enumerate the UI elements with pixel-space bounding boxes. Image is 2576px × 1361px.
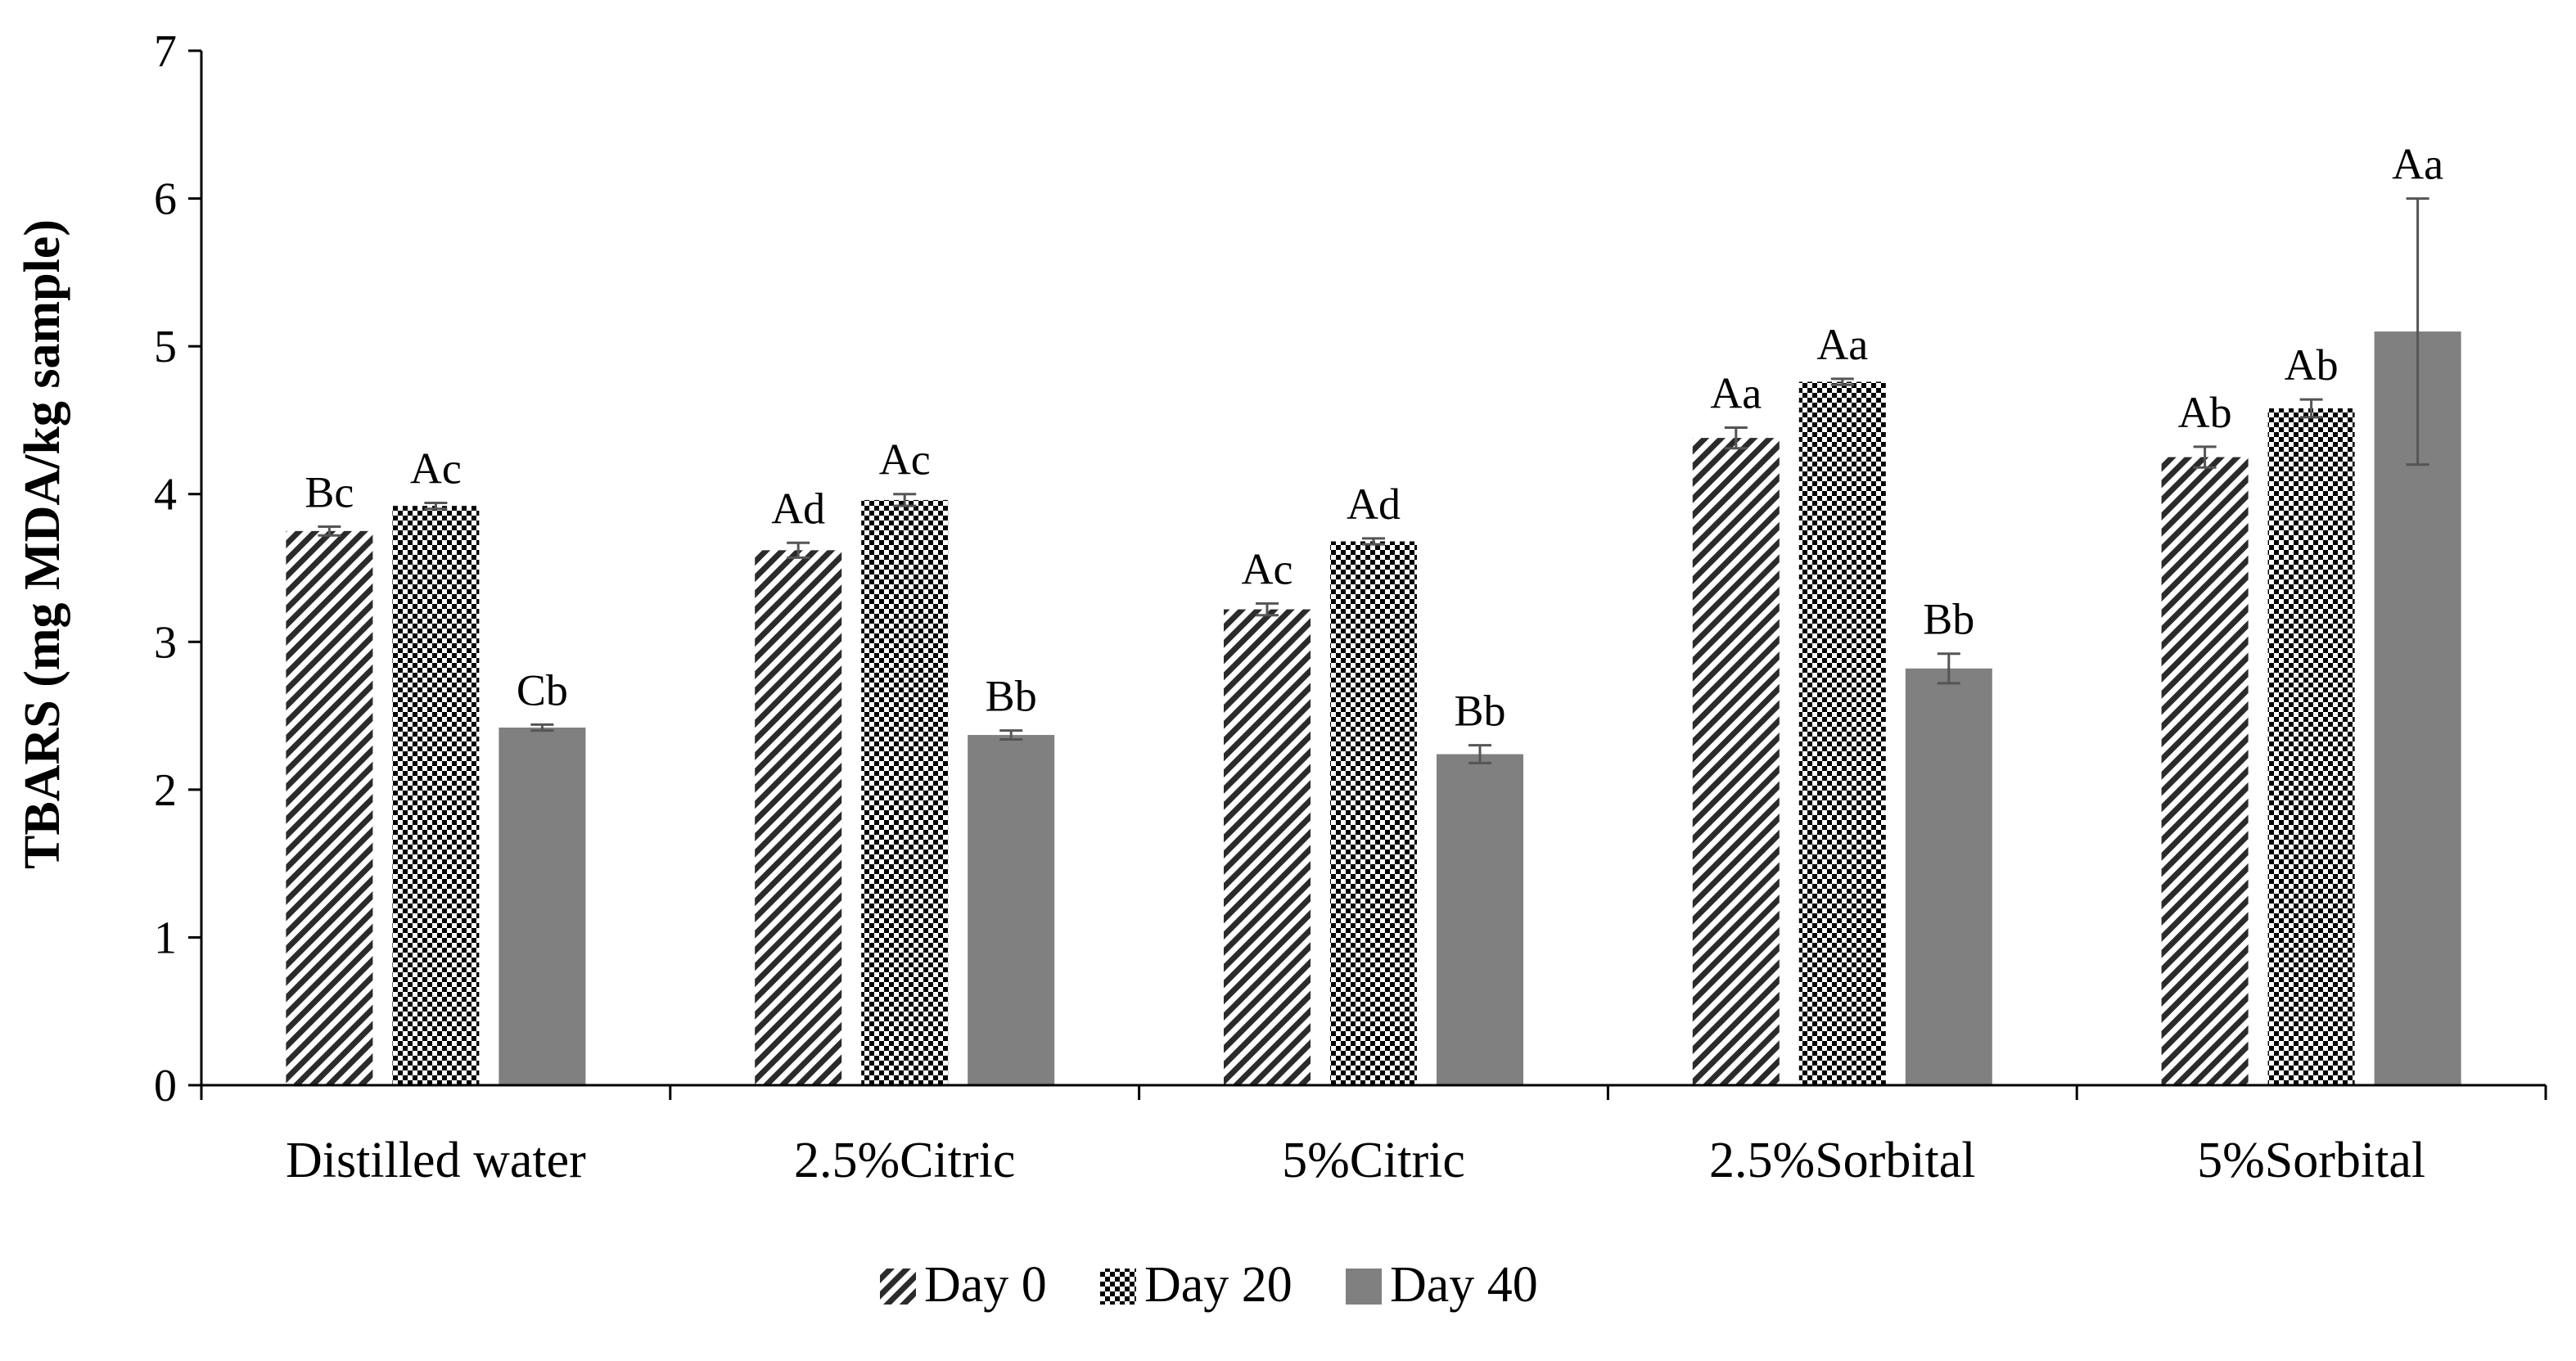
y-tick-label: 6 <box>154 174 177 225</box>
data-label-day-0-2-5pctcitric: Ad <box>771 484 825 533</box>
x-category-label-2-5pctcitric: 2.5%Citric <box>794 1133 1015 1188</box>
error-bar-day-20-5pctcitric <box>1362 537 1385 546</box>
bar-day-0-2-5pctcitric <box>755 550 842 1085</box>
bar-day-20-distilled-water <box>392 506 480 1085</box>
legend: Day 0 Day 20 Day 40 <box>880 1257 1538 1313</box>
error-bar-day-40-2-5pctcitric <box>999 729 1023 741</box>
bar-day-0-5pctcitric <box>1224 609 1311 1085</box>
error-bar-day-20-distilled-water <box>424 502 448 511</box>
legend-label-day-0: Day 0 <box>924 1257 1047 1313</box>
data-label-day-40-2-5pctcitric: Bb <box>986 672 1037 721</box>
data-label-day-20-2-5pctsorbital: Aa <box>1816 320 1868 369</box>
data-label-day-0-2-5pctsorbital: Aa <box>1710 368 1762 417</box>
error-bar-day-20-5pctsorbital <box>2299 398 2323 419</box>
bar-day-40-2-5pctcitric <box>968 735 1055 1085</box>
bar-day-0-5pctsorbital <box>2161 457 2249 1085</box>
y-axis-title: TBARS (mg MDA/kg sample) <box>15 219 70 869</box>
bar-day-20-5pctcitric <box>1330 541 1417 1085</box>
y-tick-label: 7 <box>154 26 177 77</box>
legend-label-day-20: Day 20 <box>1144 1257 1293 1313</box>
bar-day-20-2-5pctcitric <box>861 499 949 1085</box>
error-bar-day-40-distilled-water <box>530 723 554 732</box>
x-category-label-5pctcitric: 5%Citric <box>1282 1133 1465 1188</box>
y-tick-label: 5 <box>154 322 177 372</box>
legend-swatch-day-20 <box>1100 1269 1136 1305</box>
data-label-day-20-distilled-water: Ac <box>410 444 462 493</box>
y-tick-label: 1 <box>154 913 177 963</box>
error-bar-day-40-5pctsorbital <box>2406 197 2429 466</box>
legend-label-day-40: Day 40 <box>1390 1257 1538 1313</box>
error-bar-day-0-2-5pctcitric <box>787 541 810 559</box>
data-label-day-0-distilled-water: Bc <box>305 467 354 516</box>
bar-day-40-distilled-water <box>499 728 586 1085</box>
bar-day-20-2-5pctsorbital <box>1798 381 1886 1086</box>
error-bar-day-0-5pctsorbital <box>2193 445 2217 469</box>
data-label-day-20-5pctsorbital: Ab <box>2285 340 2339 390</box>
data-label-day-20-2-5pctcitric: Ac <box>879 435 931 484</box>
bar-day-40-2-5pctsorbital <box>1905 668 1992 1085</box>
x-category-label-2-5pctsorbital: 2.5%Sorbital <box>1709 1133 1975 1188</box>
error-bar-day-40-2-5pctsorbital <box>1937 652 1960 685</box>
y-tick-label: 3 <box>154 617 177 668</box>
data-label-day-40-5pctcitric: Bb <box>1454 687 1505 736</box>
bar-day-0-distilled-water <box>286 530 373 1085</box>
error-bar-day-20-2-5pctsorbital <box>1830 377 1854 386</box>
error-bar-day-0-5pctcitric <box>1256 602 1279 617</box>
y-tick-label: 2 <box>154 765 177 816</box>
error-bar-day-40-5pctcitric <box>1468 744 1491 764</box>
x-category-label-5pctsorbital: 5%Sorbital <box>2197 1133 2425 1188</box>
data-label-day-40-2-5pctsorbital: Bb <box>1923 595 1974 644</box>
legend-swatch-day-40 <box>1346 1269 1382 1305</box>
data-label-day-40-5pctsorbital: Aa <box>2392 140 2443 189</box>
x-category-label-distilled-water: Distilled water <box>286 1133 586 1188</box>
error-bar-day-20-2-5pctcitric <box>893 493 917 507</box>
y-tick-label: 0 <box>154 1061 177 1111</box>
data-label-day-0-5pctcitric: Ac <box>1242 544 1293 593</box>
bar-day-40-5pctcitric <box>1437 754 1523 1085</box>
legend-swatch-day-0 <box>880 1269 916 1305</box>
bar-day-0-2-5pctsorbital <box>1692 438 1780 1085</box>
data-label-day-20-5pctcitric: Ad <box>1347 480 1401 529</box>
error-bar-day-0-distilled-water <box>318 525 341 537</box>
error-bar-day-0-2-5pctsorbital <box>1724 426 1748 450</box>
data-label-day-40-distilled-water: Cb <box>517 665 568 714</box>
y-tick-label: 4 <box>154 470 177 521</box>
data-label-day-0-5pctsorbital: Ab <box>2178 388 2232 437</box>
bar-day-20-5pctsorbital <box>2267 408 2355 1085</box>
